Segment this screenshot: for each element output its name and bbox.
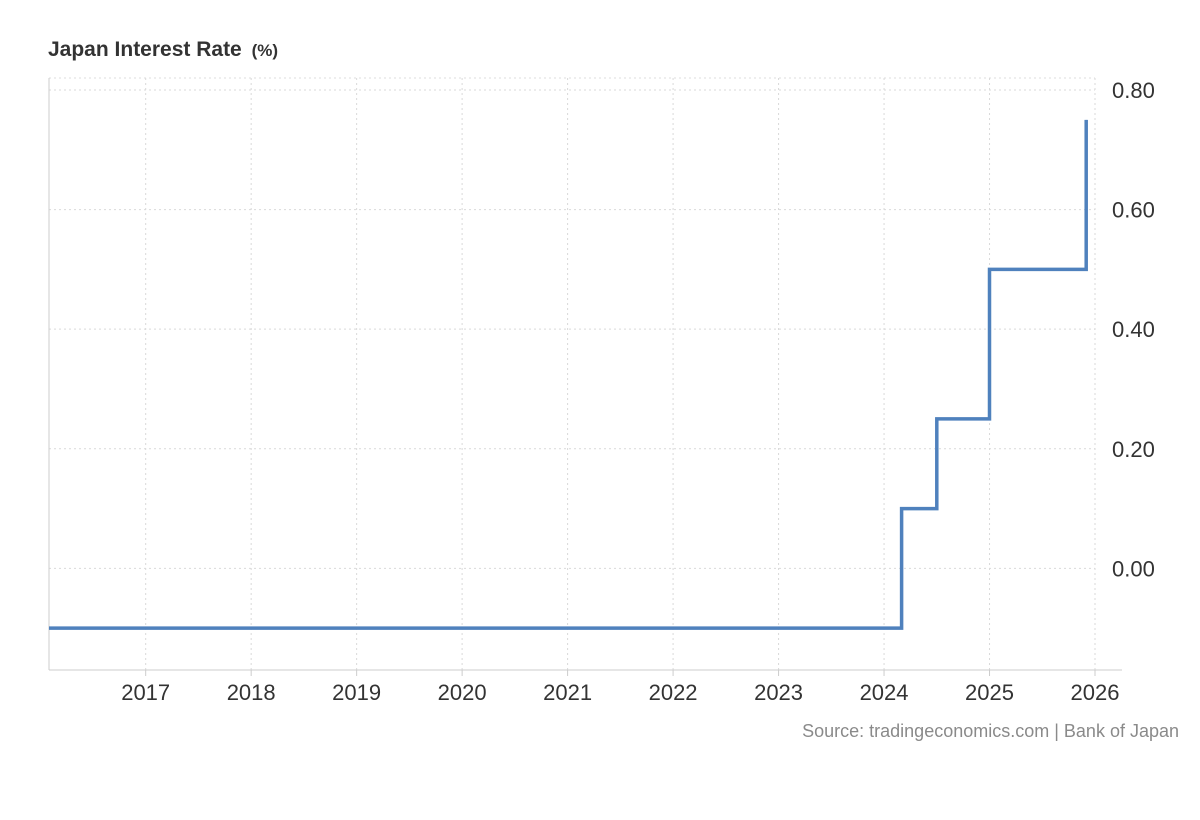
chart-title-unit: (%) xyxy=(251,41,279,60)
x-tick-label: 2021 xyxy=(543,680,592,705)
y-tick-label: 0.60 xyxy=(1112,198,1155,223)
source-attribution: Source: tradingeconomics.com | Bank of J… xyxy=(802,721,1179,741)
x-tick-label: 2025 xyxy=(965,680,1014,705)
x-tick-label: 2019 xyxy=(332,680,381,705)
x-tick-label: 2018 xyxy=(227,680,276,705)
y-tick-label: 0.20 xyxy=(1112,437,1155,462)
x-tick-label: 2026 xyxy=(1071,680,1120,705)
y-tick-label: 0.40 xyxy=(1112,317,1155,342)
y-tick-label: 0.00 xyxy=(1112,556,1155,581)
x-tick-label: 2023 xyxy=(754,680,803,705)
x-tick-label: 2024 xyxy=(860,680,909,705)
chart-title: Japan Interest Rate (%) xyxy=(48,38,278,62)
x-tick-label: 2022 xyxy=(649,680,698,705)
y-tick-label: 0.80 xyxy=(1112,78,1155,103)
x-tick-label: 2017 xyxy=(121,680,170,705)
chart-title-text: Japan Interest Rate xyxy=(48,38,242,61)
x-tick-label: 2020 xyxy=(438,680,487,705)
